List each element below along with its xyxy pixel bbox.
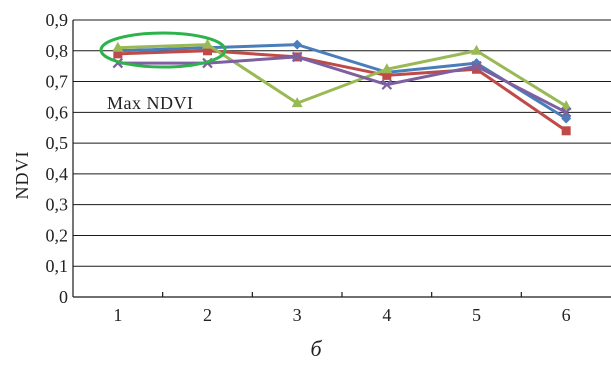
data-point	[292, 39, 303, 50]
data-point	[561, 126, 571, 136]
data-point	[203, 46, 212, 56]
data-point	[560, 100, 572, 111]
data-point	[472, 64, 481, 74]
data-point	[382, 70, 392, 80]
series-line	[117, 55, 567, 114]
max-ndvi-annotation: Max NDVI	[107, 93, 194, 113]
max-ndvi-highlight-ellipse	[99, 31, 227, 69]
y-tick-label: 0,1	[46, 256, 69, 276]
y-axis-title: NDVI	[12, 151, 32, 200]
y-tick-label: 0,5	[46, 133, 69, 153]
x-tick-label: 5	[472, 305, 481, 325]
y-tick-label: 0,7	[46, 72, 69, 92]
x-tick-label: 1	[113, 305, 122, 325]
y-tick-label: 0,3	[46, 195, 69, 215]
series-line	[117, 49, 568, 133]
data-point	[291, 51, 303, 63]
y-tick-label: 0,4	[46, 164, 69, 184]
series-line	[117, 43, 567, 108]
y-tick-label: 0,8	[46, 41, 69, 61]
series-3	[112, 38, 572, 111]
x-tick-label: 2	[203, 305, 212, 325]
y-tick-label: 0,2	[46, 225, 69, 245]
data-point	[202, 38, 213, 49]
data-point	[471, 60, 482, 72]
data-point	[381, 79, 393, 90]
y-tick-label: 0,6	[46, 102, 69, 122]
y-tick-label: 0	[59, 287, 68, 307]
figure-caption: б	[310, 336, 322, 361]
data-point	[381, 63, 393, 74]
data-point	[112, 41, 124, 52]
x-tick-labels: 1 2 3 4 5 6	[113, 305, 570, 325]
y-tick-labels: 0 0,1 0,2 0,3 0,4 0,5 0,6 0,7 0,8 0,9	[46, 10, 69, 307]
data-point	[471, 44, 482, 55]
data-point	[291, 97, 303, 108]
x-tick-label: 3	[293, 305, 302, 325]
x-tick-label: 6	[562, 305, 571, 325]
series-group	[112, 38, 572, 136]
grid-lines	[73, 19, 611, 267]
x-tick-label: 4	[382, 305, 391, 325]
y-tick-label: 0,9	[46, 10, 69, 30]
data-point	[560, 107, 572, 118]
data-point	[113, 49, 123, 59]
axes	[72, 20, 611, 298]
